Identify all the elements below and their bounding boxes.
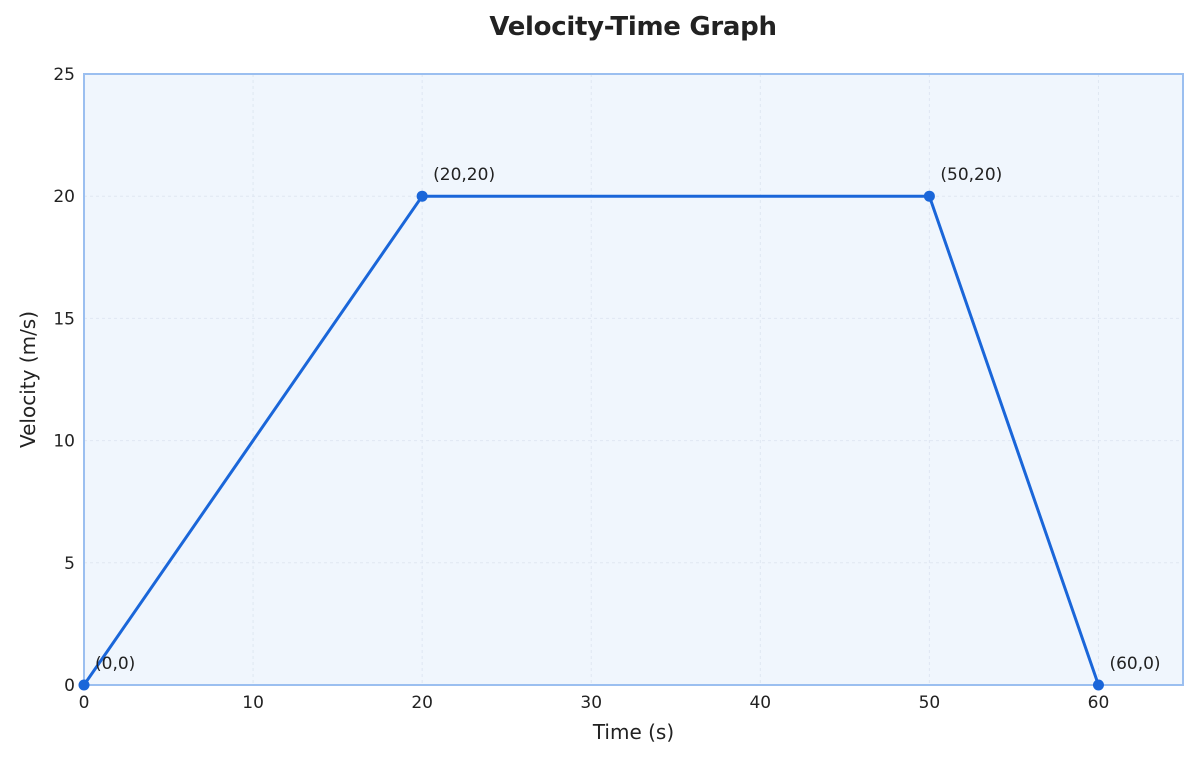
chart-title: Velocity-Time Graph xyxy=(489,12,777,42)
y-tick-label: 10 xyxy=(53,432,75,452)
point-annotations: (0,0) (20,20) (50,20) (60,0) xyxy=(95,165,1161,674)
series-layer xyxy=(78,190,1104,691)
data-point xyxy=(416,190,428,202)
x-tick-label: 0 xyxy=(79,693,90,713)
x-axis-label: Time (s) xyxy=(592,720,674,744)
y-tick-label: 25 xyxy=(53,65,75,85)
x-tick-label: 40 xyxy=(749,693,771,713)
point-annotation: (0,0) xyxy=(95,654,135,674)
y-tick-label: 0 xyxy=(64,676,75,696)
data-point xyxy=(1092,679,1104,691)
y-axis-ticks: 0 5 10 15 20 25 xyxy=(53,65,75,696)
y-tick-label: 20 xyxy=(53,187,75,207)
point-annotation: (60,0) xyxy=(1109,654,1160,674)
point-annotation: (50,20) xyxy=(940,165,1002,185)
y-tick-label: 15 xyxy=(53,309,75,329)
plot-area xyxy=(84,74,1183,685)
x-tick-label: 20 xyxy=(411,693,433,713)
x-tick-label: 50 xyxy=(919,693,941,713)
data-point xyxy=(923,190,935,202)
x-tick-label: 30 xyxy=(580,693,602,713)
x-axis-ticks: 0 10 20 30 40 50 60 xyxy=(79,693,1110,713)
x-tick-label: 60 xyxy=(1088,693,1110,713)
point-annotation: (20,20) xyxy=(433,165,495,185)
y-tick-label: 5 xyxy=(64,554,75,574)
series-line xyxy=(82,194,1100,686)
x-tick-label: 10 xyxy=(242,693,264,713)
y-axis-label: Velocity (m/s) xyxy=(16,311,40,448)
data-point xyxy=(78,679,90,691)
plot-frame xyxy=(83,73,1184,686)
